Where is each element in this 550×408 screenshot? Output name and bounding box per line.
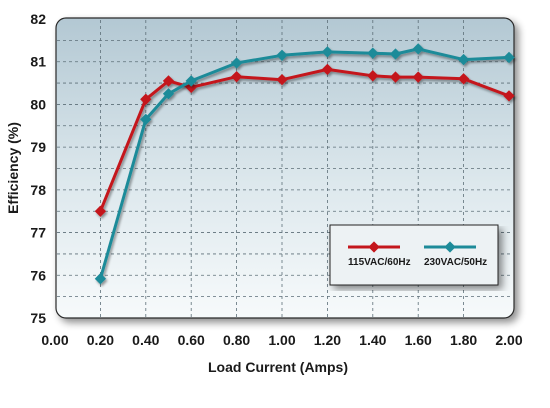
x-tick-label: 2.00 (495, 332, 522, 348)
data-point-230vac-50hz (367, 47, 379, 59)
x-tick-label: 0.60 (178, 332, 205, 348)
y-tick-label: 79 (30, 139, 46, 155)
x-tick-label: 1.20 (314, 332, 341, 348)
x-axis-title: Load Current (Amps) (208, 359, 348, 375)
y-tick-label: 78 (30, 182, 46, 198)
x-tick-label: 0.00 (41, 332, 68, 348)
y-tick-label: 76 (30, 267, 46, 283)
data-point-230vac-50hz (321, 46, 334, 58)
data-point-230vac-50hz (412, 43, 424, 55)
x-tick-label: 1.00 (268, 332, 295, 348)
x-tick-label: 1.60 (405, 332, 432, 348)
x-tick-label: 1.40 (359, 332, 386, 348)
y-tick-label: 81 (30, 54, 46, 70)
data-point-230vac-50hz (276, 49, 288, 61)
y-tick-label: 82 (30, 11, 46, 27)
legend: 115VAC/60Hz 230VAC/50Hz (329, 224, 499, 286)
y-tick-label: 77 (30, 225, 46, 241)
legend-label-115vac: 115VAC/60Hz (348, 257, 411, 268)
data-point-230vac-50hz (457, 53, 470, 66)
series-230vac-50hz (94, 43, 515, 285)
legend-marker-230vac (444, 241, 456, 253)
data-point-230vac-50hz (230, 57, 243, 69)
legend-marker-115vac (368, 241, 380, 253)
data-point-230vac-50hz (389, 48, 402, 60)
data-point-230vac-50hz (503, 51, 515, 64)
x-tick-label: 1.80 (450, 332, 477, 348)
y-axis-title: Efficiency (%) (5, 122, 21, 214)
series-line-115vac-60hz (99, 67, 510, 212)
x-tick-label: 0.20 (87, 332, 114, 348)
y-tick-label: 75 (30, 310, 46, 326)
x-tick-label: 0.80 (223, 332, 250, 348)
x-tick-label: 0.40 (132, 332, 159, 348)
y-tick-label: 80 (30, 96, 46, 112)
series-line-230vac-50hz (98, 47, 510, 280)
axis-ticks: 0.00 0.20 0.40 0.60 0.80 1.00 1.20 1.40 1.60 1.80… (30, 11, 522, 348)
legend-label-230vac: 230VAC/50Hz (424, 257, 487, 268)
legend-box (329, 224, 499, 286)
